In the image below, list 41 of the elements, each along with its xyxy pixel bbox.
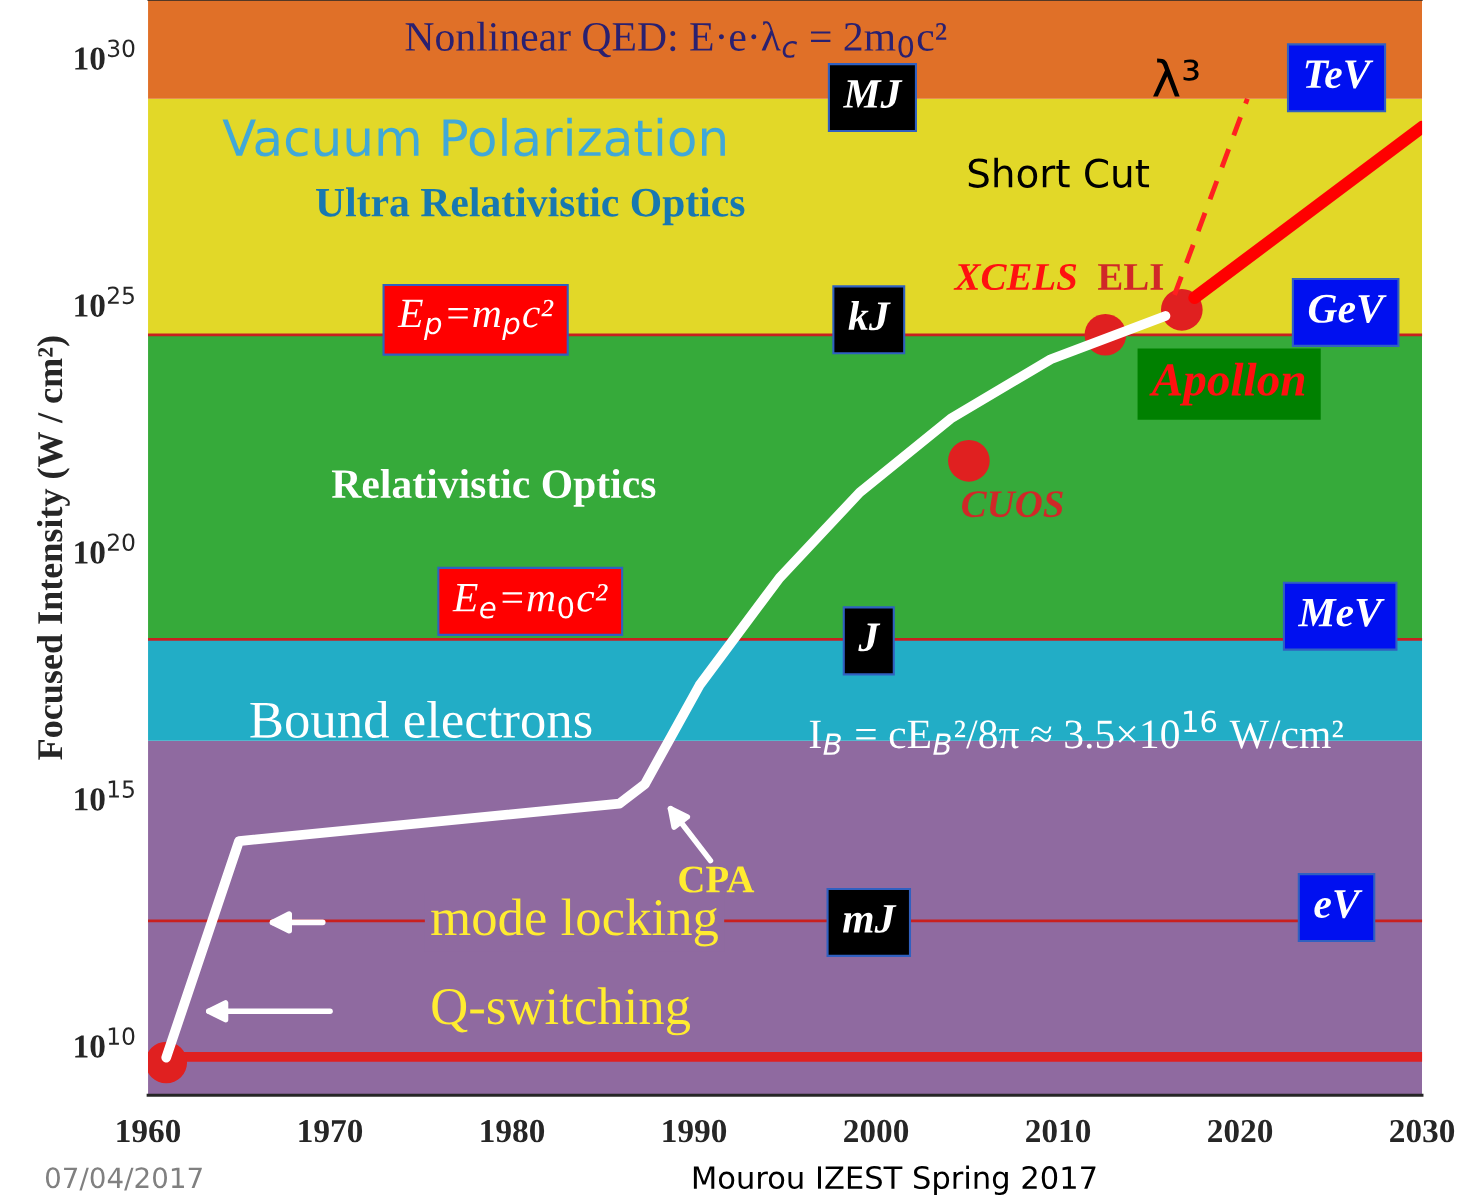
annotation: CUOS [962,491,1063,518]
annotation: kJ [848,300,891,331]
x-tick-label: 2000 [844,1119,909,1143]
annotation: Relativistic Optics [331,468,656,507]
x-tick-label: 1980 [481,1119,545,1143]
annotation: TeV [1305,60,1374,89]
x-tick-label: 1960 [117,1119,181,1143]
annotation: MJ [842,80,903,109]
annotation: Ultra Relativistic Optics [316,187,745,226]
text: 07/04/2017 [45,1167,202,1191]
annotation: Bound electrons [250,700,592,739]
y-tick-label: 10$^{10}$ [75,1027,135,1058]
x-tick-label: 1990 [663,1119,727,1143]
annotation: mJ [842,905,897,933]
annotation: Vacuum Polarization [222,117,725,157]
annotation: GeV [1308,294,1387,324]
y-tick-label: 10$^{25}$ [75,286,134,317]
y-tick-label: 10$^{15}$ [75,780,134,811]
annotation: Short Cut [968,157,1150,188]
annotation: E$_{e}$=m$_{0}$c² [452,583,608,619]
y-axis-title: Focused Intensity (W / cm²) [36,336,70,760]
annotation: Nonlinear QED: E·e·λ$_{c}$ = 2m$_{0}$c² [405,21,947,58]
annotation: mode locking [431,898,718,947]
annotation: MeV [1297,598,1385,627]
annotation: J [858,623,881,652]
annotation: λ³ [1153,58,1199,97]
x-tick-label: 2020 [1208,1119,1273,1143]
annotation: ELI [1098,264,1164,290]
annotation: XCELS [953,263,1077,291]
y-tick-label: 10$^{30}$ [75,39,135,70]
annotation: Q-switching [432,987,691,1036]
point [948,440,990,482]
x-tick-label: 2030 [1390,1119,1455,1143]
annotation: eV [1314,890,1363,919]
x-tick-label: 2010 [1026,1119,1091,1143]
x-tick-label: 1970 [299,1119,363,1143]
annotation: Apollon [1149,362,1305,406]
annotation: E$_{p}$=m$_{p}$c² [397,299,554,341]
text: Mourou IZEST Spring 2017 [693,1165,1096,1196]
y-tick-label: 10$^{20}$ [75,533,135,564]
annotation: CPA [679,866,755,893]
